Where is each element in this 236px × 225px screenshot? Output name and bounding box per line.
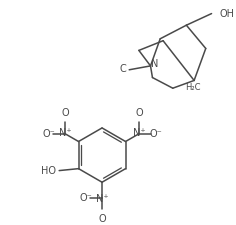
Text: O⁻: O⁻ [42, 129, 55, 139]
Text: O: O [61, 108, 69, 118]
Text: OH: OH [219, 9, 234, 19]
Text: O⁻: O⁻ [79, 193, 92, 203]
Text: H₂C: H₂C [185, 83, 201, 92]
Text: N: N [151, 59, 158, 69]
Text: O⁻: O⁻ [149, 129, 162, 139]
Text: HO: HO [41, 166, 56, 176]
Text: O: O [98, 214, 106, 224]
Text: N⁺: N⁺ [59, 128, 72, 138]
Text: N⁺: N⁺ [96, 194, 108, 204]
Text: O: O [135, 108, 143, 118]
Text: N⁺: N⁺ [133, 128, 145, 138]
Text: C: C [119, 64, 126, 74]
